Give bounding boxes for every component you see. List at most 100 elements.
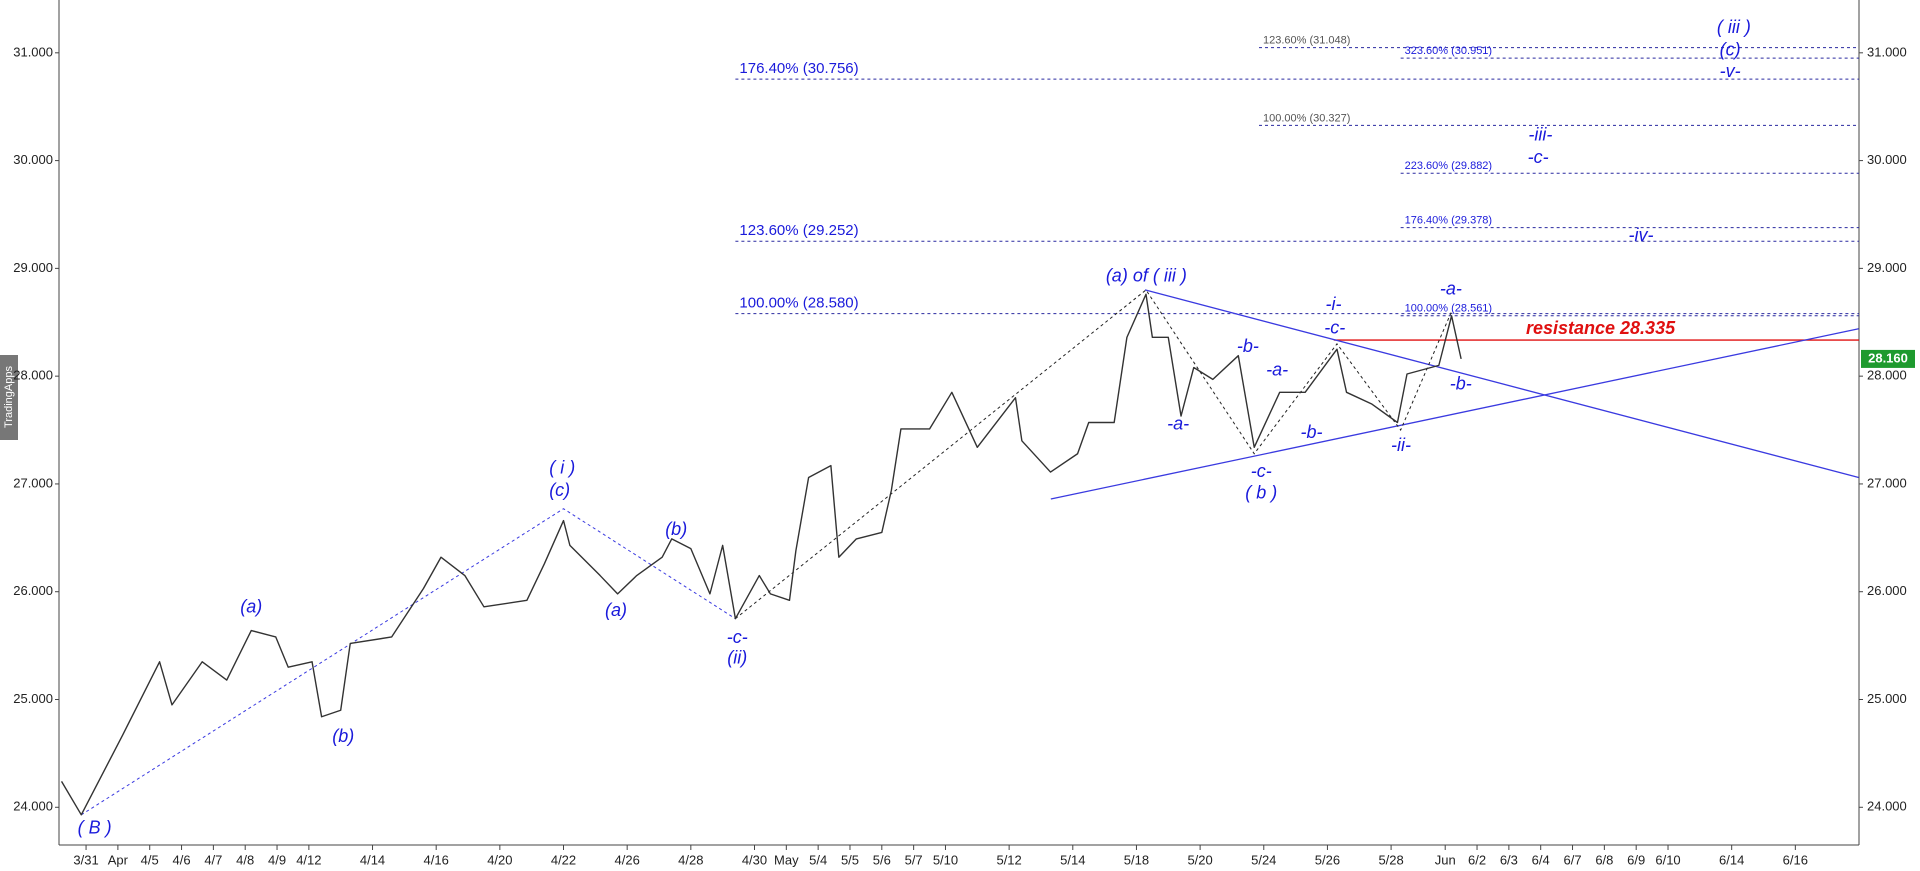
wave-label: -b- xyxy=(1450,374,1472,394)
wave-label: -c- xyxy=(1251,461,1272,481)
wave-label: -iv- xyxy=(1628,225,1653,245)
wave-label: (a) xyxy=(240,597,262,617)
y-tick-label: 24.000 xyxy=(13,799,53,814)
x-tick-label: Apr xyxy=(108,852,129,867)
x-tick-label: 4/16 xyxy=(424,852,449,867)
x-tick-label: 3/31 xyxy=(73,852,98,867)
x-tick-label: 5/4 xyxy=(809,852,827,867)
x-tick-label: 5/24 xyxy=(1251,852,1276,867)
fib-label: 123.60% (29.252) xyxy=(739,222,858,239)
x-tick-label: 5/20 xyxy=(1187,852,1212,867)
wave-label: -ii- xyxy=(1391,435,1411,455)
fib-label: 323.60% (30.951) xyxy=(1405,45,1492,57)
y-tick-label: 28.000 xyxy=(13,368,53,383)
wave-label: (b) xyxy=(332,726,354,746)
fib-label: 100.00% (30.327) xyxy=(1263,112,1350,124)
wave-label: (c) xyxy=(549,480,570,500)
wave-label: (a) xyxy=(605,600,627,620)
x-tick-label: 4/28 xyxy=(678,852,703,867)
x-tick-label: 6/10 xyxy=(1655,852,1680,867)
wave-label: ( i ) xyxy=(549,458,575,478)
x-tick-label: 5/10 xyxy=(933,852,958,867)
wave-label: ( B ) xyxy=(78,818,112,838)
wave-label: -v- xyxy=(1720,61,1741,81)
x-tick-label: 4/14 xyxy=(360,852,385,867)
price-line xyxy=(60,293,1462,816)
x-tick-label: 4/26 xyxy=(615,852,640,867)
x-tick-label: 6/3 xyxy=(1500,852,1518,867)
y-tick-label: 27.000 xyxy=(13,475,53,490)
wave-label: -b- xyxy=(1301,422,1323,442)
wave-label: -c- xyxy=(1528,147,1549,167)
wave-label: -c- xyxy=(727,627,748,647)
x-tick-label: 5/6 xyxy=(873,852,891,867)
trendline xyxy=(1144,289,1859,479)
y-tick-label: 31.000 xyxy=(1867,44,1907,59)
wave-label: -a- xyxy=(1266,360,1288,380)
watermark: TradingApps xyxy=(3,366,15,428)
x-tick-label: 6/8 xyxy=(1595,852,1613,867)
y-tick-label: 26.000 xyxy=(1867,583,1907,598)
trendline xyxy=(735,289,1453,620)
wave-label: -a- xyxy=(1440,279,1462,299)
x-tick-label: 5/5 xyxy=(841,852,859,867)
y-tick-label: 30.000 xyxy=(13,152,53,167)
x-tick-label: 6/4 xyxy=(1532,852,1550,867)
y-tick-label: 25.000 xyxy=(1867,691,1907,706)
wave-label: (ii) xyxy=(727,647,747,667)
resistance-label: resistance 28.335 xyxy=(1526,318,1676,338)
x-tick-label: 5/18 xyxy=(1124,852,1149,867)
x-tick-label: 4/7 xyxy=(204,852,222,867)
y-tick-label: 29.000 xyxy=(1867,260,1907,275)
fib-label: 176.40% (29.378) xyxy=(1405,215,1492,227)
x-tick-label: 4/20 xyxy=(487,852,512,867)
x-tick-label: 6/16 xyxy=(1783,852,1808,867)
y-tick-label: 25.000 xyxy=(13,691,53,706)
trendline xyxy=(1050,328,1859,500)
x-tick-label: 4/5 xyxy=(141,852,159,867)
y-tick-label: 31.000 xyxy=(13,44,53,59)
wave-label: -a- xyxy=(1167,413,1189,433)
y-tick-label: 26.000 xyxy=(13,583,53,598)
x-tick-label: 6/2 xyxy=(1468,852,1486,867)
x-tick-label: 5/14 xyxy=(1060,852,1085,867)
trendline xyxy=(81,508,736,816)
wave-label: ( iii ) xyxy=(1717,17,1751,37)
x-tick-label: 4/22 xyxy=(551,852,576,867)
wave-label: (c) xyxy=(1720,39,1741,59)
x-tick-label: Jun xyxy=(1435,852,1456,867)
x-tick-label: 4/6 xyxy=(173,852,191,867)
x-tick-label: 6/9 xyxy=(1627,852,1645,867)
fib-label: 100.00% (28.561) xyxy=(1405,303,1492,315)
last-price-box xyxy=(1861,349,1915,368)
x-tick-label: May xyxy=(774,852,799,867)
x-tick-label: 5/28 xyxy=(1378,852,1403,867)
wave-label: (b) xyxy=(665,519,687,539)
x-tick-label: 5/7 xyxy=(905,852,923,867)
x-tick-label: 5/12 xyxy=(996,852,1021,867)
x-tick-label: 6/7 xyxy=(1563,852,1581,867)
x-tick-label: 5/26 xyxy=(1315,852,1340,867)
x-tick-label: 4/12 xyxy=(296,852,321,867)
fib-label: 223.60% (29.882) xyxy=(1405,160,1492,172)
wave-label: ( b ) xyxy=(1245,482,1277,502)
y-tick-label: 29.000 xyxy=(13,260,53,275)
fib-label: 100.00% (28.580) xyxy=(739,295,858,312)
wave-label: -iii- xyxy=(1528,125,1552,145)
last-price-label: 28.160 xyxy=(1868,350,1908,365)
y-tick-label: 27.000 xyxy=(1867,475,1907,490)
y-tick-label: 30.000 xyxy=(1867,152,1907,167)
fib-label: 176.40% (30.756) xyxy=(739,60,858,77)
x-tick-label: 6/14 xyxy=(1719,852,1744,867)
y-tick-label: 24.000 xyxy=(1867,799,1907,814)
wave-label: (a) of ( iii ) xyxy=(1106,266,1187,286)
x-tick-label: 4/30 xyxy=(742,852,767,867)
y-tick-label: 28.000 xyxy=(1867,368,1907,383)
wave-label: -b- xyxy=(1237,336,1259,356)
fib-label: 123.60% (31.048) xyxy=(1263,35,1350,47)
wave-label: -i- xyxy=(1325,294,1341,314)
wave-label: -c- xyxy=(1324,317,1345,337)
x-tick-label: 4/9 xyxy=(268,852,286,867)
